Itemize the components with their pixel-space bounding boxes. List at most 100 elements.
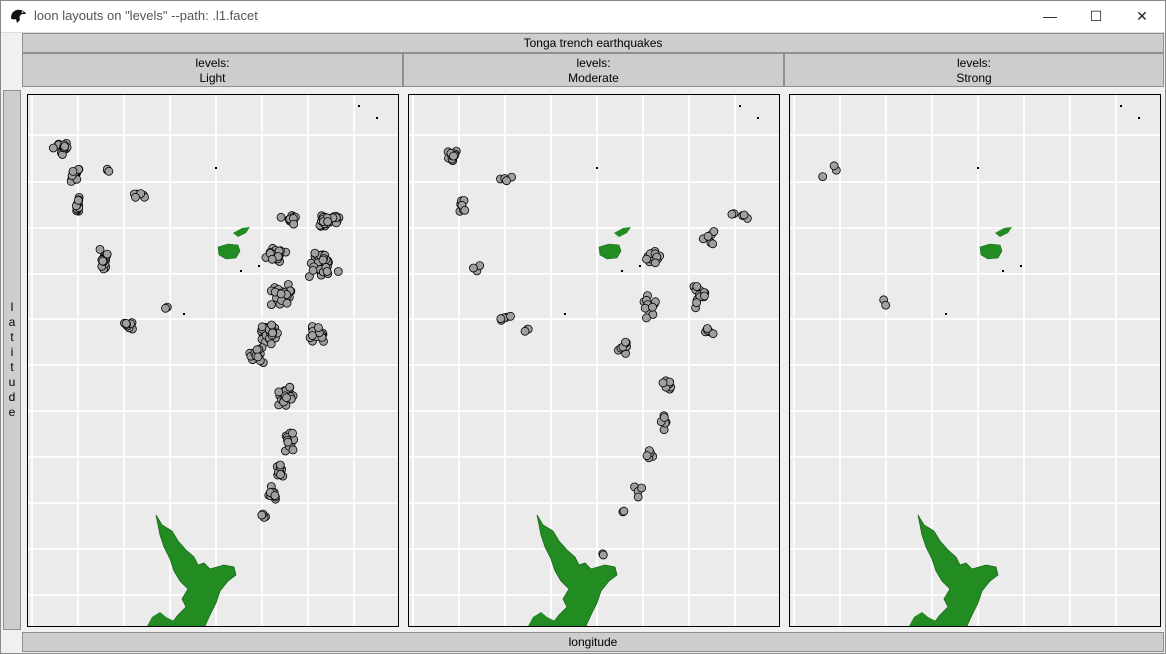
data-point [703,231,713,241]
facet-prefix: levels: [956,56,991,70]
data-point [881,300,891,310]
south-island-shape [909,612,939,626]
facet-strip-light: levels: Light [22,53,403,87]
fiji-north-shape [995,227,1012,237]
grid [28,95,398,626]
small-island [639,265,641,267]
small-island [258,265,260,267]
small-island [945,313,947,315]
data-point [641,313,651,323]
points [48,139,344,522]
data-point [692,282,702,291]
data-point [282,393,291,403]
data-point [708,329,718,339]
data-point [708,239,718,249]
minimize-button[interactable]: — [1027,0,1073,32]
loon-bird-icon[interactable] [8,6,28,26]
data-point [104,166,114,176]
data-point [637,483,647,493]
fiji-north-shape [614,227,631,237]
data-point [502,176,511,186]
points [818,161,891,310]
small-island [215,167,217,169]
plot-title: Tonga trench earthquakes [523,36,663,50]
facet-label-moderate: Moderate [568,71,619,85]
small-island [376,117,378,119]
land [909,105,1140,626]
data-point [288,445,298,455]
small-island [977,167,979,169]
data-point [829,161,839,171]
data-point [161,303,170,313]
fiji-north-shape [233,227,250,237]
data-point [699,291,709,301]
data-point [98,256,108,266]
data-point [267,254,277,264]
grid [409,95,779,626]
data-point [520,326,530,336]
data-point [267,320,277,330]
data-point [73,195,83,205]
data-point [619,506,629,516]
data-point [285,382,295,392]
small-island [739,105,741,107]
fiji-main-shape [979,243,1003,260]
data-point [598,550,608,560]
small-island [358,105,360,107]
land [147,105,378,626]
north-island-shape [536,514,618,626]
panel-moderate[interactable] [408,94,780,627]
panel-strong[interactable] [789,94,1161,627]
data-point [283,437,293,447]
facet-prefix: levels: [195,56,230,70]
scatterplot-strong[interactable] [790,95,1161,627]
data-point [282,298,292,308]
data-point [252,345,262,355]
fiji-main-shape [598,243,622,260]
data-point [288,428,297,438]
scatterplot-light[interactable] [28,95,399,627]
data-point [496,314,506,324]
data-point [642,451,652,461]
small-island [621,270,623,272]
data-point [506,311,515,321]
data-point [48,143,58,153]
data-point [818,172,828,181]
data-point [121,319,131,328]
fiji-main-shape [217,243,241,260]
small-island [1020,265,1022,267]
data-point [310,248,320,258]
data-point [68,167,78,176]
data-point [313,323,323,333]
data-point [702,324,712,333]
small-island [1120,105,1122,107]
data-point [95,244,105,254]
small-island [1138,117,1140,119]
close-button[interactable]: ✕ [1119,0,1165,32]
data-point [323,217,333,226]
data-point [266,339,276,349]
data-point [131,192,140,202]
data-point [276,212,286,222]
panel-light[interactable] [27,94,399,627]
data-point [274,387,284,397]
x-axis-label: longitude [568,635,618,649]
maximize-button[interactable]: ☐ [1073,0,1119,32]
points [443,146,752,560]
scatterplot-moderate[interactable] [409,95,780,627]
small-island [757,117,759,119]
data-point [648,302,657,312]
title-bar: loon layouts on "levels" --path: .l1.fac… [0,0,1166,33]
maximize-icon: ☐ [1089,7,1103,24]
data-point [650,258,660,268]
data-point [268,328,277,338]
small-island [596,167,598,169]
north-island-shape [155,514,237,626]
data-point [253,352,263,362]
plot-title-strip: Tonga trench earthquakes [22,33,1164,53]
south-island-shape [147,612,177,626]
data-point [659,412,669,422]
minimize-icon: — [1043,8,1057,24]
facet-strip-moderate: levels: Moderate [403,53,784,87]
